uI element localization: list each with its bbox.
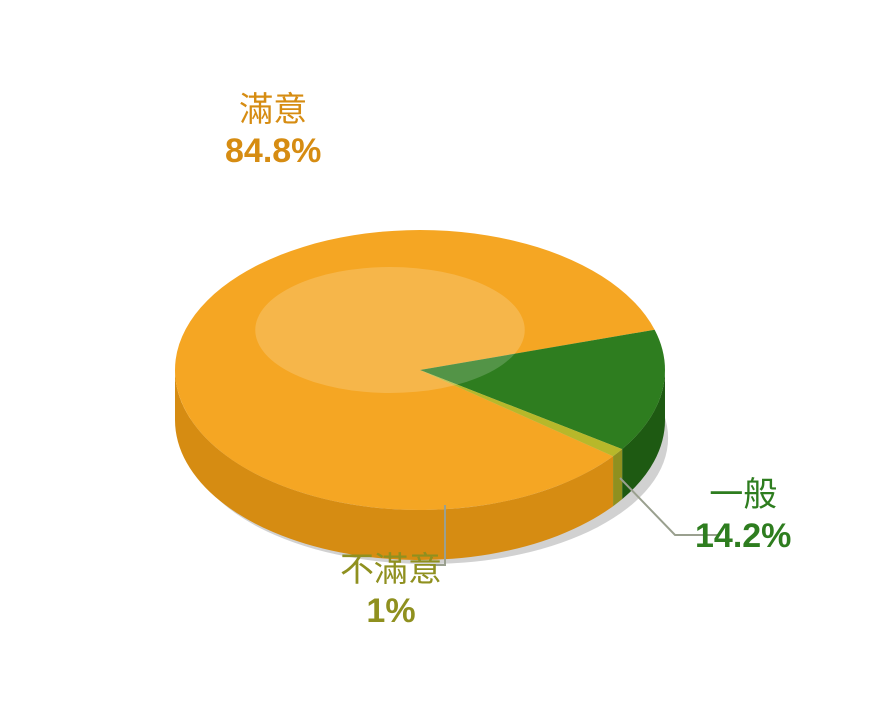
pie-chart-svg [0, 0, 886, 708]
pie-highlight [255, 267, 525, 393]
slice-label-dissatisfied: 不滿意1% [340, 550, 442, 632]
slice-label-name-dissatisfied: 不滿意 [340, 550, 442, 591]
slice-label-neutral: 一般14.2% [695, 475, 791, 557]
slice-label-value-satisfied: 84.8% [225, 131, 321, 172]
pie-chart-container: 滿意84.8% 一般14.2% 不滿意1% [0, 0, 886, 708]
slice-label-name-neutral: 一般 [695, 475, 791, 516]
slice-label-satisfied: 滿意84.8% [225, 90, 321, 172]
slice-label-name-satisfied: 滿意 [225, 90, 321, 131]
slice-label-value-neutral: 14.2% [695, 516, 791, 557]
slice-label-value-dissatisfied: 1% [340, 591, 442, 632]
